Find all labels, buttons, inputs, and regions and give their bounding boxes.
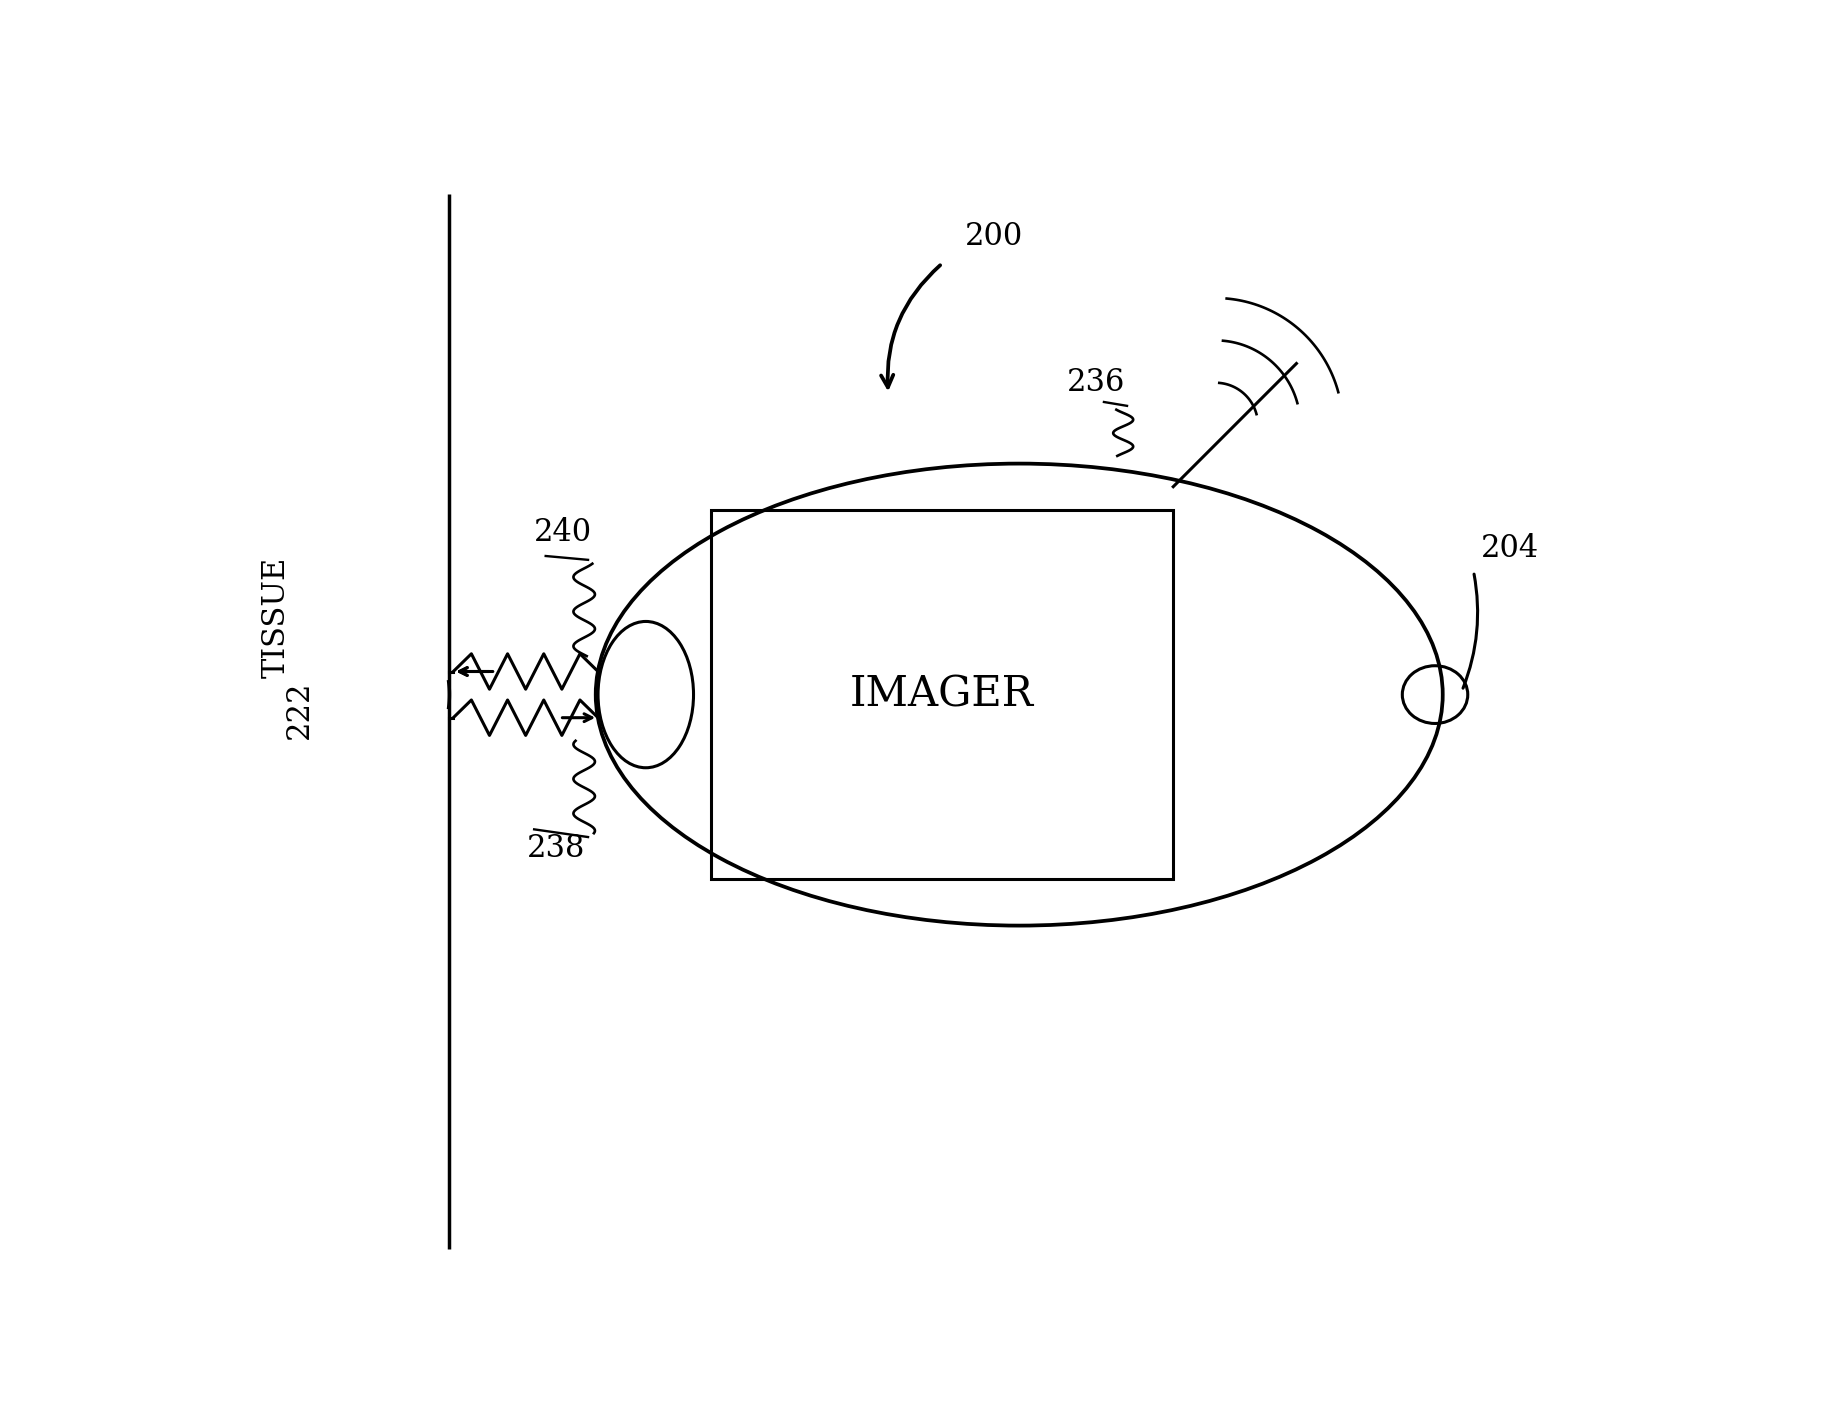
- Text: 240: 240: [534, 517, 592, 549]
- Text: 204: 204: [1482, 533, 1539, 564]
- Text: 238: 238: [526, 834, 585, 864]
- Text: IMAGER: IMAGER: [851, 674, 1034, 715]
- Text: TISSUE: TISSUE: [260, 557, 292, 678]
- Text: 222: 222: [284, 681, 315, 740]
- Bar: [712, 510, 1174, 879]
- Text: 236: 236: [1067, 368, 1126, 398]
- Text: 200: 200: [965, 221, 1023, 252]
